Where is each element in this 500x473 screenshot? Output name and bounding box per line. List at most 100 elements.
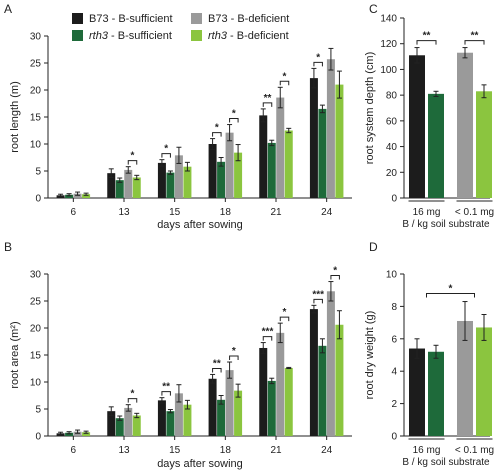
bar-rth3-deficient xyxy=(335,84,344,198)
bar-rth3-sufficient xyxy=(166,411,175,436)
y-tick-label: 30 xyxy=(30,32,42,43)
significance-bracket xyxy=(262,336,273,341)
significance-label: * xyxy=(215,123,219,134)
bar-rth3-deficient xyxy=(82,432,91,436)
significance-label: * xyxy=(316,52,320,63)
y-axis-label: root length (m) xyxy=(9,81,21,153)
y-tick-label: 20 xyxy=(30,324,42,335)
y-tick-label: 5 xyxy=(35,167,41,178)
y-tick-label: 20 xyxy=(386,168,398,179)
bar-b73-deficient xyxy=(276,97,285,198)
significance-bracket xyxy=(464,40,485,45)
panel-label-c: C xyxy=(369,2,378,16)
significance-bracket xyxy=(161,391,171,396)
y-tick-label: 60 xyxy=(386,116,398,127)
bar-rth3-sufficient xyxy=(217,399,226,436)
bar-rth3-deficient xyxy=(476,327,492,436)
x-axis-label: days after sowing xyxy=(157,219,243,231)
legend-swatch-b73-deficient xyxy=(191,13,202,24)
bar-b73-sufficient xyxy=(309,309,318,436)
significance-bracket xyxy=(229,355,239,361)
bar-b73-sufficient xyxy=(157,400,166,436)
panel-label-d: D xyxy=(369,240,378,254)
y-tick-label: 40 xyxy=(386,142,398,153)
y-tick-label: 5 xyxy=(35,405,41,416)
bar-rth3-sufficient xyxy=(217,161,226,198)
bar-b73-deficient xyxy=(225,370,234,436)
bar-b73-deficient xyxy=(276,332,285,436)
significance-bracket xyxy=(416,40,437,45)
panel-label-b: B xyxy=(4,240,12,254)
bar-rth3-sufficient xyxy=(428,93,444,198)
bar-rth3-deficient xyxy=(234,152,243,198)
bar-b73-sufficient xyxy=(259,347,268,436)
x-tick-label: 16 mg xyxy=(413,207,441,218)
bar-rth3-sufficient xyxy=(115,180,124,198)
significance-bracket xyxy=(127,398,138,403)
significance-label: ** xyxy=(213,358,221,369)
legend: B73 - B-sufficient B73 - B-deficient rth… xyxy=(72,13,289,42)
significance-bracket xyxy=(229,118,239,123)
significance-label: * xyxy=(283,71,287,82)
y-tick-label: 6 xyxy=(391,334,397,345)
significance-label: *** xyxy=(262,327,274,338)
y-tick-label: 0 xyxy=(391,432,397,443)
significance-label: * xyxy=(232,109,236,120)
bar-b73-deficient xyxy=(174,393,183,436)
y-tick-label: 20 xyxy=(30,86,42,97)
bar-rth3-sufficient xyxy=(166,172,175,198)
significance-bracket xyxy=(161,153,171,158)
legend-label-rth3-sufficient: rth3 - B-sufficient xyxy=(89,30,172,42)
legend-label-b73-sufficient: B73 - B-sufficient xyxy=(89,13,173,25)
bar-rth3-deficient xyxy=(284,130,293,198)
x-tick-label: 13 xyxy=(118,207,130,218)
legend-swatch-rth3-deficient xyxy=(191,30,202,41)
bar-rth3-deficient xyxy=(132,177,141,198)
significance-bracket xyxy=(212,132,222,137)
y-tick-label: 15 xyxy=(30,351,42,362)
bar-rth3-sufficient xyxy=(65,432,74,436)
significance-bracket xyxy=(279,316,290,322)
significance-label: * xyxy=(232,346,236,357)
significance-label: ** xyxy=(162,382,170,393)
bar-rth3-sufficient xyxy=(318,345,327,436)
y-axis-label: root system depth (cm) xyxy=(364,52,376,164)
x-axis-label: days after sowing xyxy=(157,458,243,470)
y-tick-label: 2 xyxy=(391,399,397,410)
significance-label: * xyxy=(333,266,337,277)
bar-b73-deficient xyxy=(457,52,473,198)
x-tick-label: 13 xyxy=(118,445,130,456)
significance-label: *** xyxy=(312,289,324,300)
significance-bracket xyxy=(313,61,323,67)
bar-b73-deficient xyxy=(124,169,133,198)
y-tick-label: 140 xyxy=(380,14,397,25)
significance-bracket xyxy=(127,160,138,165)
y-tick-label: 30 xyxy=(30,270,42,281)
bar-b73-deficient xyxy=(73,431,82,436)
bar-b73-deficient xyxy=(124,407,133,436)
x-tick-label: 24 xyxy=(321,207,333,218)
bar-b73-sufficient xyxy=(208,144,217,198)
bar-rth3-sufficient xyxy=(428,351,444,436)
y-axis-label: root dry weight (g) xyxy=(364,311,376,400)
y-tick-label: 10 xyxy=(30,140,42,151)
legend-label-b73-deficient: B73 - B-deficient xyxy=(208,13,289,25)
legend-swatch-rth3-sufficient xyxy=(72,30,83,41)
chart-panel-d: 0 2 4 6 8 10 root dry weight (g) 16 mg < 0.1 mgB… xyxy=(364,270,494,469)
x-tick-label: 6 xyxy=(71,207,77,218)
y-axis-label: root area (m²) xyxy=(9,321,21,388)
bar-b73-deficient xyxy=(225,132,234,198)
bar-b73-sufficient xyxy=(107,173,116,198)
bar-rth3-sufficient xyxy=(115,418,124,436)
chart-panel-c: 0 20 40 60 80 100 120 140 root system depth (cm)… xyxy=(364,14,494,231)
y-tick-label: 4 xyxy=(391,367,397,378)
y-tick-label: 0 xyxy=(35,194,41,205)
x-axis-label: B / kg soil substrate xyxy=(402,219,490,230)
x-tick-label: 24 xyxy=(321,445,333,456)
bar-b73-deficient xyxy=(73,193,82,198)
significance-bracket xyxy=(426,293,475,298)
x-tick-label: 21 xyxy=(270,445,282,456)
bar-b73-deficient xyxy=(457,320,473,436)
